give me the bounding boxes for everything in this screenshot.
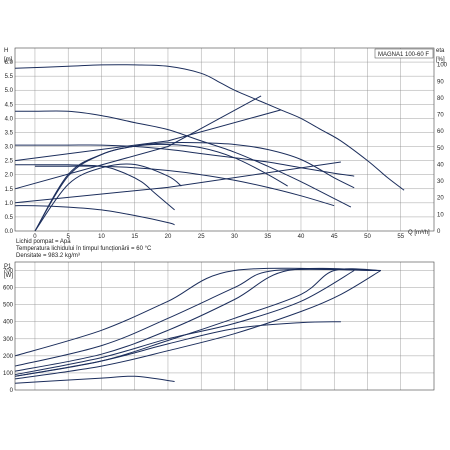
flow-x-tick-label: 25 — [198, 234, 205, 240]
power-y-tick-label: 100 — [3, 371, 14, 377]
model-label: MAGNA1 100-60 F — [378, 52, 429, 58]
note-density: Densitate = 983.2 kg/m³ — [16, 253, 80, 259]
flow-x-tick-label: 55 — [397, 234, 404, 240]
power-y-tick-label: 600 — [3, 286, 14, 292]
power-curve — [14, 375, 175, 384]
efficiency-curve — [34, 143, 288, 232]
y-axis-label-h-unit: [m] — [4, 57, 13, 63]
flow-x-tick-label: 15 — [131, 234, 138, 240]
power-curves — [14, 267, 382, 384]
eta-y-tick-label: 100 — [437, 63, 448, 69]
eta-y-ticks: 0 10 20 30 40 50 60 70 80 90 100 — [437, 63, 448, 235]
head-curve — [14, 205, 175, 226]
head-y-tick-label: 3.0 — [5, 145, 14, 151]
efficiency-curve — [34, 163, 182, 232]
power-curve — [14, 267, 381, 357]
y-axis-label-p1-unit: [W] — [4, 273, 13, 279]
head-y-tick-label: 5.5 — [5, 74, 14, 80]
power-curve — [14, 268, 381, 377]
y2-axis-label-eta-unit: [%] — [436, 57, 445, 63]
power-grid — [15, 262, 434, 390]
model-label-box — [374, 48, 434, 59]
head-y-tick-label: 1.0 — [5, 201, 14, 207]
system-line — [14, 95, 262, 190]
power-y-tick-label: 200 — [3, 354, 14, 360]
head-y-tick-label: 1.5 — [5, 187, 14, 193]
eta-y-tick-label: 40 — [437, 162, 444, 168]
head-curve — [14, 64, 405, 191]
head-y-tick-label: 2.5 — [5, 159, 14, 165]
head-grid — [15, 48, 434, 231]
head-y-tick-label: 0.5 — [5, 215, 14, 221]
head-y-tick-label: 2.0 — [5, 173, 14, 179]
head-efficiency-chart: 0.00.51.01.52.02.53.03.54.04.55.05.56.0 … — [4, 47, 448, 240]
power-y-tick-label: 700 — [3, 269, 14, 275]
power-plot-frame — [14, 261, 435, 391]
eta-y-tick-label: 80 — [437, 96, 444, 102]
power-curve — [14, 270, 355, 376]
system-line — [14, 109, 282, 162]
head-curve — [14, 144, 355, 177]
flow-x-tick-label: 45 — [331, 234, 338, 240]
power-y-tick-label: 400 — [3, 320, 14, 326]
head-y-tick-label: 4.5 — [5, 102, 14, 108]
flow-x-tick-label: 10 — [98, 234, 105, 240]
eta-y-tick-label: 90 — [437, 79, 444, 85]
flow-x-ticks: 0 5 10 15 20 25 30 35 40 45 50 55 — [33, 234, 404, 240]
flow-x-tick-label: 0 — [33, 234, 37, 240]
eta-y-tick-label: 50 — [437, 146, 444, 152]
flow-x-tick-label: 20 — [165, 234, 172, 240]
power-y-ticks: 0 100 200 300 400 500 600 700 — [3, 269, 14, 394]
head-curve — [15, 110, 352, 208]
power-chart: 0 100 200 300 400 500 600 700 P1 [W] — [3, 261, 435, 394]
head-curve — [14, 164, 175, 211]
y-axis-label-h: H — [4, 48, 8, 54]
x-axis-label: Q [m³/h] — [408, 230, 430, 236]
power-y-tick-label: 0 — [10, 388, 14, 394]
head-y-tick-label: 4.0 — [5, 116, 14, 122]
head-curves — [14, 64, 405, 232]
head-curve — [34, 165, 335, 207]
eta-y-tick-label: 20 — [437, 196, 444, 202]
eta-y-tick-label: 60 — [437, 129, 444, 135]
flow-x-tick-label: 50 — [364, 234, 371, 240]
flow-x-tick-label: 30 — [231, 234, 238, 240]
flow-x-tick-label: 35 — [264, 234, 271, 240]
system-line — [14, 161, 341, 204]
note-temperature: Temperatura lichidului în timpul funcțio… — [16, 246, 152, 252]
head-y-ticks: 0.0 0.5 1.0 1.5 2.0 2.5 3.0 3.5 4.0 4.5 5.0 5.5 6.0 — [5, 60, 14, 235]
eta-y-tick-label: 70 — [437, 113, 444, 119]
power-curve — [14, 267, 381, 372]
y-axis-label-p1: P1 — [4, 264, 12, 270]
efficiency-curve — [34, 142, 355, 232]
head-y-tick-label: 5.0 — [5, 88, 14, 94]
power-curve — [14, 270, 382, 380]
head-y-tick-label: 3.5 — [5, 130, 14, 136]
power-curve — [14, 321, 341, 377]
flow-x-tick-label: 40 — [298, 234, 305, 240]
eta-y-tick-label: 0 — [437, 229, 441, 235]
flow-x-tick-label: 5 — [67, 234, 71, 240]
power-y-tick-label: 500 — [3, 303, 14, 309]
fluid-notes: Lichid pompat = Apă Temperatura lichidul… — [16, 239, 152, 259]
eta-y-tick-label: 30 — [437, 179, 444, 185]
note-fluid: Lichid pompat = Apă — [16, 239, 71, 245]
eta-y-tick-label: 10 — [437, 212, 444, 218]
head-y-tick-label: 6.0 — [5, 60, 14, 66]
power-y-tick-label: 300 — [3, 337, 14, 343]
y2-axis-label-eta: eta — [436, 48, 445, 54]
head-y-tick-label: 0.0 — [5, 229, 14, 235]
head-plot-frame — [14, 47, 435, 232]
